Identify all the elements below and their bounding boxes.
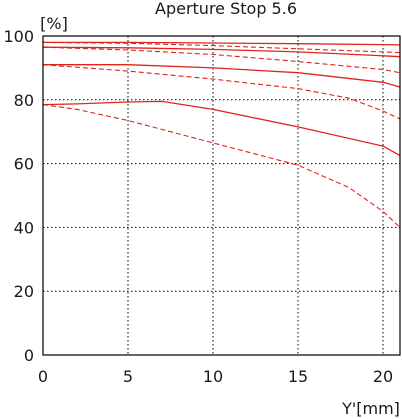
mtf-curve-4-dashed — [42, 46, 401, 74]
y-tick-label: 20 — [14, 282, 34, 301]
y-tick-label: 60 — [14, 155, 34, 174]
mtf-curve-6-dashed — [42, 64, 401, 120]
plot-frame — [42, 35, 401, 356]
y-tick-label: 100 — [3, 27, 34, 46]
ticks-layer: 0 5 10 15 20 0 20 40 60 80 100 — [3, 27, 393, 386]
mtf-curve-2-dashed — [42, 41, 401, 54]
grid-layer — [43, 36, 400, 355]
curves-layer — [42, 41, 401, 228]
mtf-curve-7-solid — [42, 100, 401, 157]
mtf-curve-1-solid — [43, 41, 401, 46]
y-tick-label: 0 — [24, 346, 34, 365]
x-tick-label: 15 — [288, 367, 308, 386]
x-tick-label: 5 — [123, 367, 133, 386]
x-axis-label: Y'[mm] — [341, 399, 400, 418]
y-tick-label: 80 — [14, 91, 34, 110]
x-tick-label: 10 — [203, 367, 223, 386]
y-tick-label: 40 — [14, 218, 34, 237]
x-tick-label: 0 — [38, 367, 48, 386]
x-tick-label: 20 — [373, 367, 393, 386]
mtf-curve-5-solid — [43, 64, 401, 88]
mtf-curve-3-solid — [42, 46, 401, 58]
mtf-curve-8-dashed — [42, 104, 401, 228]
y-axis-label: [%] — [40, 14, 68, 33]
chart-title: Aperture Stop 5.6 — [155, 0, 297, 18]
